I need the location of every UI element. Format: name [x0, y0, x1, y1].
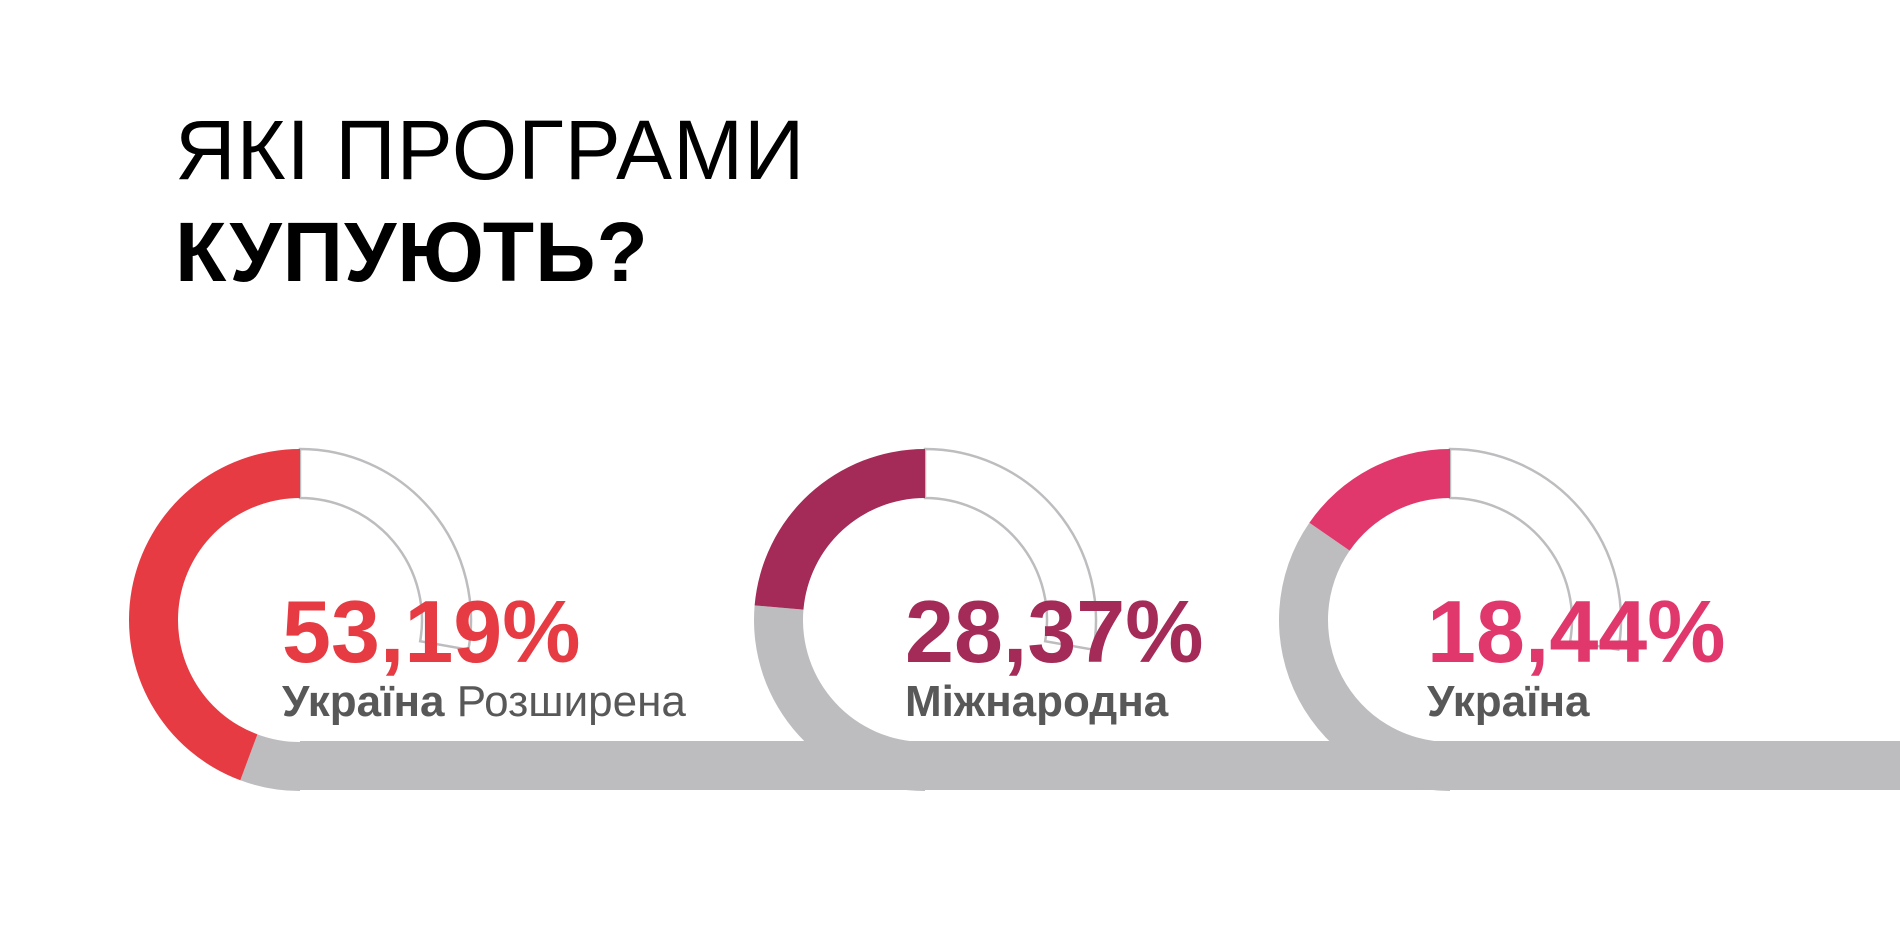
category-label: Україна Розширена: [282, 677, 686, 726]
gauge-1: 53,19%Україна Розширена: [128, 447, 686, 791]
gauge-2: 28,37%Міжнародна: [754, 447, 1203, 791]
category-label-bold: Україна: [1427, 677, 1590, 726]
value-label: 53,19%: [282, 582, 580, 681]
gauge-track: [754, 605, 925, 791]
title-line-2: КУПУЮТЬ?: [175, 205, 649, 299]
value-label: 18,44%: [1427, 582, 1725, 681]
category-label-regular: Розширена: [445, 677, 687, 726]
value-label: 28,37%: [905, 582, 1203, 681]
track-bar: [300, 741, 1900, 790]
gauge-arc: [1309, 449, 1450, 551]
title-line-1: ЯКІ ПРОГРАМИ: [175, 103, 806, 197]
gauge-outline: [1448, 447, 1623, 652]
gauge-arc: [128, 449, 300, 781]
gauge-track: [1279, 522, 1450, 791]
chart-title: ЯКІ ПРОГРАМИ КУПУЮТЬ?: [175, 108, 805, 294]
gauge-outline: [298, 447, 473, 652]
gauge-3: 18,44%Україна: [1279, 447, 1725, 791]
gauge-outline: [923, 447, 1098, 652]
category-label: Україна: [1427, 677, 1590, 726]
gauge-track: [240, 734, 300, 791]
category-label: Міжнародна: [905, 677, 1169, 726]
category-label-bold: Україна: [282, 677, 445, 726]
category-label-bold: Міжнародна: [905, 677, 1169, 726]
gauge-arc: [754, 449, 925, 610]
